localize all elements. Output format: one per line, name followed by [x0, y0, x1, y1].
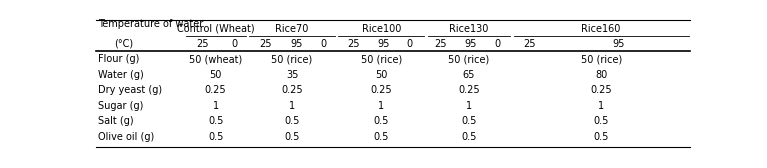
Text: 0: 0 — [231, 38, 237, 49]
Text: (°C): (°C) — [114, 38, 133, 49]
Text: Salt (g): Salt (g) — [98, 116, 134, 127]
Text: Flour (g): Flour (g) — [98, 54, 140, 64]
Text: 0.5: 0.5 — [594, 116, 609, 127]
Text: 50: 50 — [375, 70, 387, 80]
Text: 0.25: 0.25 — [591, 85, 612, 95]
Text: 0.25: 0.25 — [205, 85, 226, 95]
Text: 95: 95 — [613, 38, 625, 49]
Text: 0.25: 0.25 — [370, 85, 392, 95]
Text: 50 (rice): 50 (rice) — [448, 54, 489, 64]
Text: 25: 25 — [524, 38, 536, 49]
Text: 1: 1 — [466, 101, 472, 111]
Text: 0: 0 — [494, 38, 500, 49]
Text: Dry yeast (g): Dry yeast (g) — [98, 85, 163, 95]
Text: 50 (rice): 50 (rice) — [272, 54, 313, 64]
Text: 1: 1 — [212, 101, 219, 111]
Text: 0.5: 0.5 — [461, 116, 476, 127]
Text: 0.5: 0.5 — [285, 132, 300, 142]
Text: 25: 25 — [259, 38, 272, 49]
Text: 0.5: 0.5 — [285, 116, 300, 127]
Text: 0.25: 0.25 — [458, 85, 479, 95]
Text: 95: 95 — [464, 38, 476, 49]
Text: Sugar (g): Sugar (g) — [98, 101, 143, 111]
Text: Temperature of water: Temperature of water — [98, 18, 203, 29]
Text: 95: 95 — [290, 38, 303, 49]
Text: Olive oil (g): Olive oil (g) — [98, 132, 154, 142]
Text: 0.5: 0.5 — [374, 132, 389, 142]
Text: Rice160: Rice160 — [581, 24, 621, 34]
Text: 50 (rice): 50 (rice) — [581, 54, 622, 64]
Text: 0.5: 0.5 — [461, 132, 476, 142]
Text: Rice70: Rice70 — [275, 24, 309, 34]
Text: 0.5: 0.5 — [594, 132, 609, 142]
Text: 80: 80 — [595, 70, 607, 80]
Text: 0.5: 0.5 — [208, 132, 223, 142]
Text: 65: 65 — [463, 70, 475, 80]
Text: Control (Wheat): Control (Wheat) — [177, 24, 255, 34]
Text: Water (g): Water (g) — [98, 70, 144, 80]
Text: 0.5: 0.5 — [374, 116, 389, 127]
Text: Rice130: Rice130 — [449, 24, 489, 34]
Text: 35: 35 — [286, 70, 298, 80]
Text: 0: 0 — [407, 38, 413, 49]
Text: 1: 1 — [378, 101, 384, 111]
Text: 25: 25 — [434, 38, 447, 49]
Text: 50 (wheat): 50 (wheat) — [189, 54, 242, 64]
Text: 0.25: 0.25 — [281, 85, 303, 95]
Text: 50: 50 — [209, 70, 222, 80]
Text: 0: 0 — [320, 38, 326, 49]
Text: 1: 1 — [598, 101, 604, 111]
Text: 50 (rice): 50 (rice) — [360, 54, 402, 64]
Text: 1: 1 — [289, 101, 295, 111]
Text: 25: 25 — [347, 38, 360, 49]
Text: Rice100: Rice100 — [361, 24, 401, 34]
Text: 0.5: 0.5 — [208, 116, 223, 127]
Text: 95: 95 — [377, 38, 390, 49]
Text: 25: 25 — [196, 38, 209, 49]
